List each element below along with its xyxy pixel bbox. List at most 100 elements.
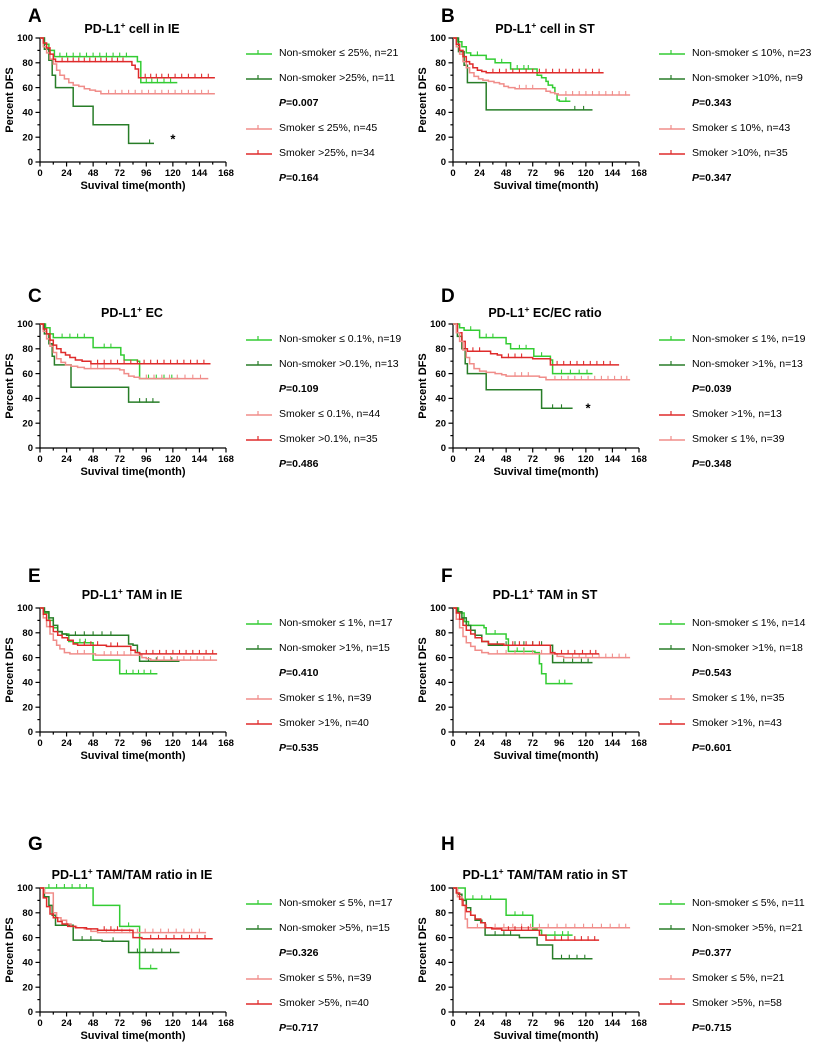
legend-label: Non-smoker ≤ 1%, n=17	[279, 616, 393, 629]
km-series-bright_green	[453, 37, 571, 102]
legend-label: Smoker >10%, n=35	[692, 146, 788, 159]
legend-marker-icon	[246, 149, 272, 155]
panel-title-suffix: cell in IE	[125, 22, 180, 37]
legend-marker-icon	[659, 899, 685, 905]
km-series-red	[453, 37, 604, 74]
legend-marker-icon	[246, 974, 272, 980]
legend-marker-icon	[659, 719, 685, 725]
panel-title-text: PD-L1	[462, 868, 499, 883]
p-value-number: =0.535	[286, 741, 319, 754]
legend: Non-smoker ≤ 10%, n=23 Non-smoker >10%, n…	[659, 40, 823, 190]
p-value-symbol: P	[692, 946, 700, 959]
legend-label: Non-smoker ≤ 5%, n=17	[279, 896, 393, 909]
p-value: P =0.007	[246, 90, 410, 115]
p-value-symbol: P	[279, 457, 287, 470]
km-series-bright_green	[40, 607, 158, 675]
panel-title-superscript: +	[524, 304, 530, 314]
y-axis-title: Percent DFS	[4, 67, 16, 132]
p-value-number: =0.601	[699, 741, 732, 754]
panel-title-superscript: +	[87, 866, 93, 876]
p-value-number: =0.164	[286, 171, 319, 184]
legend-label: Non-smoker >1%, n=13	[692, 357, 803, 370]
km-plot: 0 24 48 72 96 120 144 168 0 20 40 60 80 100 Suvival ti…	[4, 603, 234, 762]
svg-text:80: 80	[435, 908, 446, 919]
p-value-symbol: P	[692, 96, 700, 109]
legend-item: Non-smoker >1%, n=18	[659, 635, 823, 660]
svg-text:48: 48	[501, 1018, 512, 1029]
legend-item: Smoker >25%, n=34	[246, 140, 410, 165]
legend-marker-icon	[659, 999, 685, 1005]
svg-text:96: 96	[554, 738, 565, 749]
legend-label: Non-smoker ≤ 0.1%, n=19	[279, 332, 402, 345]
legend: Non-smoker ≤ 1%, n=19 Non-smoker >1%, n=1…	[659, 326, 823, 476]
svg-text:0: 0	[450, 1018, 455, 1029]
km-series-salmon	[453, 323, 631, 381]
legend-label: Smoker ≤ 1%, n=35	[692, 691, 785, 704]
p-value-symbol: P	[692, 1021, 700, 1034]
svg-text:72: 72	[114, 1018, 125, 1029]
km-panel: D PD-L1+ EC/EC ratio 0 24 48 72 96 120 144 168 0…	[413, 270, 825, 550]
svg-text:0: 0	[37, 168, 42, 179]
legend-label: Smoker ≤ 5%, n=39	[279, 971, 372, 984]
p-value-symbol: P	[692, 457, 700, 470]
p-value: P =0.326	[246, 940, 410, 965]
p-value-number: =0.377	[699, 946, 732, 959]
svg-text:40: 40	[435, 958, 446, 969]
p-value: P =0.601	[659, 735, 823, 760]
svg-text:144: 144	[191, 1018, 208, 1029]
km-panel: C PD-L1+ EC 0 24 48 72 96 120 144 168 0 20 40 60 80 1…	[0, 270, 412, 550]
svg-text:0: 0	[450, 454, 455, 465]
svg-text:144: 144	[604, 168, 621, 179]
km-panel: E PD-L1+ TAM in IE 0 24 48 72 96 120 144 168 0 20…	[0, 550, 412, 820]
p-value-symbol: P	[279, 96, 287, 109]
panel-letter: A	[28, 6, 42, 27]
p-value-symbol: P	[279, 171, 287, 184]
km-panel: A PD-L1+ cell in IE 0 24 48 72 96 120 144 168 0 2…	[0, 0, 412, 270]
legend-item: Non-smoker >1%, n=13	[659, 351, 823, 376]
p-value: P =0.109	[246, 376, 410, 401]
panel-title-text: PD-L1	[495, 22, 532, 37]
panel-letter: F	[441, 566, 453, 587]
legend-label: Smoker >5%, n=40	[279, 996, 369, 1009]
km-series-salmon	[453, 887, 631, 929]
svg-text:40: 40	[22, 958, 33, 969]
panel-title-text: PD-L1	[492, 588, 529, 603]
p-value-number: =0.348	[699, 457, 732, 470]
svg-text:48: 48	[88, 738, 99, 749]
legend-marker-icon	[246, 924, 272, 930]
svg-text:0: 0	[28, 1007, 33, 1018]
svg-text:0: 0	[28, 443, 33, 454]
svg-text:60: 60	[435, 653, 446, 664]
panel-title-suffix: EC/EC ratio	[529, 306, 602, 321]
panel-title-text: PD-L1	[84, 22, 121, 37]
p-value-symbol: P	[692, 382, 700, 395]
svg-text:120: 120	[578, 1018, 594, 1029]
p-value: P =0.715	[659, 1015, 823, 1040]
legend-label: Non-smoker ≤ 1%, n=14	[692, 616, 806, 629]
legend-item: Smoker >5%, n=58	[659, 990, 823, 1015]
svg-text:48: 48	[501, 738, 512, 749]
svg-text:0: 0	[441, 157, 446, 168]
svg-text:24: 24	[61, 738, 72, 749]
p-value-symbol: P	[279, 666, 287, 679]
legend-item: Non-smoker >5%, n=21	[659, 915, 823, 940]
p-value: P =0.347	[659, 165, 823, 190]
svg-text:72: 72	[527, 454, 538, 465]
panel-title-superscript: +	[528, 586, 534, 596]
p-value: P =0.348	[659, 451, 823, 476]
p-value: P =0.543	[659, 660, 823, 685]
svg-text:72: 72	[114, 168, 125, 179]
svg-text:96: 96	[141, 738, 152, 749]
legend-item: Smoker >1%, n=13	[659, 401, 823, 426]
svg-text:72: 72	[527, 1018, 538, 1029]
panel-title: PD-L1+ TAM/TAM ratio in ST	[427, 866, 663, 882]
svg-text:24: 24	[61, 168, 72, 179]
legend-item: Non-smoker >5%, n=15	[246, 915, 410, 940]
p-value: P =0.039	[659, 376, 823, 401]
svg-text:96: 96	[554, 1018, 565, 1029]
legend-label: Smoker >25%, n=34	[279, 146, 375, 159]
legend-label: Smoker >5%, n=58	[692, 996, 782, 1009]
legend-item: Non-smoker ≤ 1%, n=19	[659, 326, 823, 351]
panel-title-superscript: +	[531, 20, 537, 30]
legend: Non-smoker ≤ 5%, n=11 Non-smoker >5%, n=2…	[659, 890, 823, 1040]
